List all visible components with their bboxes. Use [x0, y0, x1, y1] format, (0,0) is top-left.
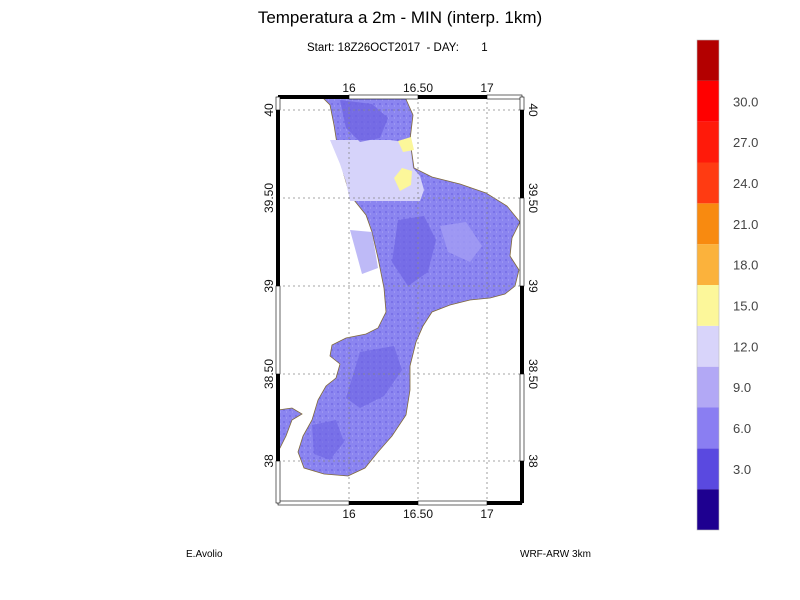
- colorbar-label: 3.0: [733, 462, 751, 477]
- lon-tick-top-1: 16: [342, 81, 356, 95]
- colorbar-swatch: [697, 162, 719, 204]
- colorbar-swatch: [697, 244, 719, 285]
- colorbar-swatch: [697, 285, 719, 326]
- lon-tick-bottom-1: 16: [342, 507, 356, 521]
- colorbar: 3.0 6.0 9.0 12.0 15.0 18.0 21.0 24.0 27.0 30.0: [696, 39, 758, 531]
- lat-tick-left-2: 39.50: [262, 183, 276, 213]
- colorbar-label: 27.0: [733, 135, 758, 150]
- lat-tick-left-3: 39: [262, 279, 276, 293]
- map-subtitle: Start: 18Z26OCT2017 - DAY: 1: [307, 42, 488, 54]
- colorbar-label: 15.0: [733, 298, 758, 313]
- colorbar-label: 9.0: [733, 380, 751, 395]
- colorbar-label: 6.0: [733, 421, 751, 436]
- colorbar-swatch: [697, 203, 719, 245]
- lon-tick-bottom-3: 17: [480, 507, 494, 521]
- colorbar-label: 21.0: [733, 217, 758, 232]
- colorbar-label: 30.0: [733, 94, 758, 109]
- colorbar-swatch: [697, 40, 719, 81]
- colorbar-label: 18.0: [733, 258, 758, 273]
- colorbar-label: 12.0: [733, 339, 758, 354]
- colorbar-swatch: [697, 366, 719, 408]
- lat-tick-left-5: 38: [262, 454, 276, 468]
- lat-tick-right-3: 39: [526, 279, 540, 293]
- lon-tick-top-2: 16.50: [403, 81, 433, 95]
- colorbar-swatch: [697, 448, 719, 490]
- land-region: [277, 96, 521, 477]
- lon-tick-top-3: 17: [480, 81, 494, 95]
- lat-tick-right-4: 38.50: [526, 359, 540, 389]
- map-border-bars: [275, 94, 525, 506]
- lat-tick-left-4: 38.50: [262, 359, 276, 389]
- colorbar-swatch: [697, 325, 719, 367]
- lat-tick-right-2: 39.50: [526, 183, 540, 213]
- lat-tick-right-1: 40: [526, 103, 540, 117]
- model-label: WRF-ARW 3km: [520, 549, 591, 560]
- lat-tick-right-5: 38: [526, 454, 540, 468]
- colorbar-swatch: [697, 121, 719, 163]
- colorbar-swatch: [697, 80, 719, 122]
- colorbar-swatch: [697, 489, 719, 530]
- map-title: Temperatura a 2m - MIN (interp. 1km): [257, 8, 543, 27]
- colorbar-swatch: [697, 407, 719, 449]
- colorbar-label: 24.0: [733, 176, 758, 191]
- grid-lines: [278, 97, 522, 503]
- lat-tick-left-1: 40: [262, 103, 276, 117]
- author-label: E.Avolio: [186, 549, 223, 560]
- lon-tick-bottom-2: 16.50: [403, 507, 433, 521]
